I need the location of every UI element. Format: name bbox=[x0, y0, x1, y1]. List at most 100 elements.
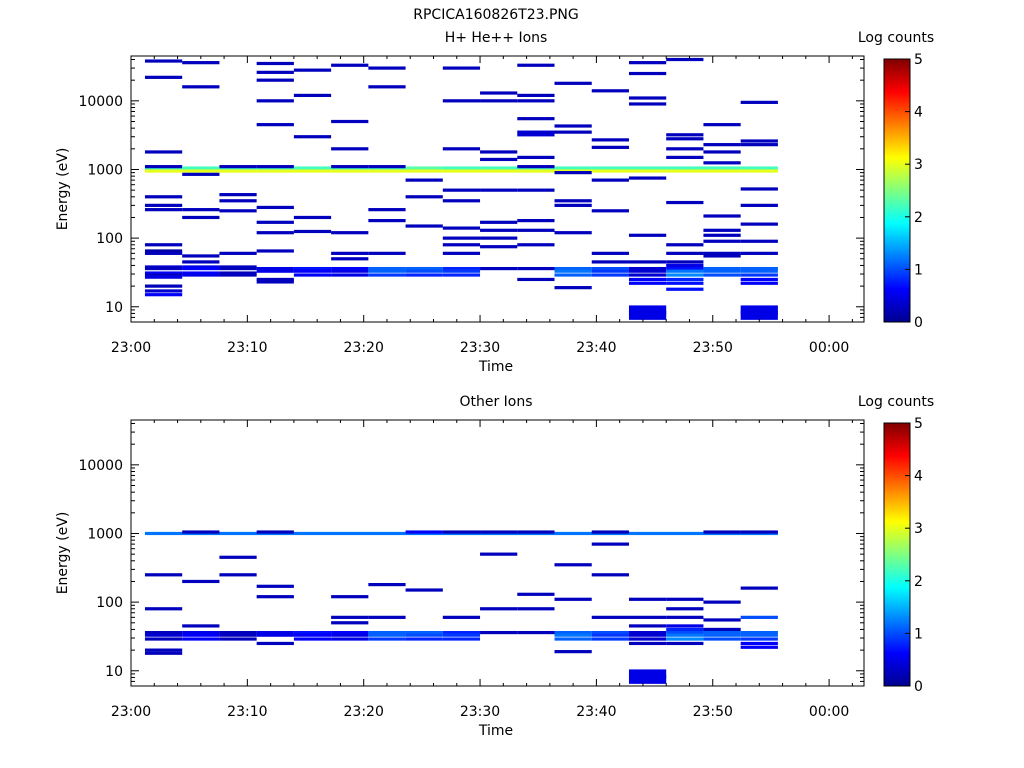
heatmap-cell bbox=[442, 166, 481, 170]
x-tick-label: 23:30 bbox=[460, 704, 500, 720]
heatmap-cell bbox=[331, 165, 369, 169]
heatmap-cell bbox=[703, 143, 741, 147]
x-tick-label: 23:40 bbox=[576, 340, 616, 356]
heatmap-cell bbox=[144, 266, 183, 271]
heatmap-cell bbox=[554, 597, 592, 601]
heatmap-cell bbox=[442, 266, 481, 271]
heatmap-cell bbox=[517, 165, 555, 169]
heatmap-cell bbox=[368, 583, 406, 587]
heatmap-cell bbox=[628, 102, 667, 106]
heatmap-cell bbox=[666, 260, 704, 264]
heatmap-cell bbox=[628, 266, 667, 271]
heatmap-cell bbox=[331, 595, 369, 599]
heatmap-cell bbox=[666, 57, 704, 62]
heatmap-cell bbox=[331, 273, 369, 277]
heatmap-cell bbox=[740, 310, 778, 320]
heatmap-cell bbox=[144, 289, 183, 293]
heatmap-cell bbox=[628, 674, 667, 684]
heatmap-cell bbox=[703, 214, 741, 218]
x-tick-label: 23:10 bbox=[227, 340, 267, 356]
heatmap-cell bbox=[740, 239, 778, 243]
heatmap-cell bbox=[703, 169, 741, 173]
heatmap-cell bbox=[405, 178, 443, 182]
heatmap-cell bbox=[368, 266, 406, 271]
heatmap-cell bbox=[256, 630, 294, 635]
plot-frame bbox=[130, 419, 865, 687]
heatmap-cell bbox=[703, 273, 741, 277]
heatmap-cell bbox=[405, 633, 443, 637]
heatmap-cell bbox=[480, 169, 518, 173]
heatmap-cell bbox=[442, 637, 481, 641]
plot-frame bbox=[130, 55, 865, 323]
heatmap-cell bbox=[144, 265, 183, 269]
heatmap-cell bbox=[591, 273, 629, 277]
heatmap-cell bbox=[182, 260, 220, 264]
heatmap-cell bbox=[628, 260, 667, 264]
heatmap-cell bbox=[703, 233, 741, 237]
heatmap-cell bbox=[331, 169, 369, 173]
heatmap-cell bbox=[144, 633, 183, 637]
heatmap-cell bbox=[591, 573, 629, 577]
heatmap-cell bbox=[144, 150, 183, 154]
heatmap-cell bbox=[219, 637, 257, 641]
heatmap-cell bbox=[442, 147, 481, 151]
heatmap-cell bbox=[703, 123, 741, 127]
heatmap-cell bbox=[256, 277, 294, 282]
heatmap-cell bbox=[219, 193, 257, 197]
x-tick-label: 23:20 bbox=[344, 704, 384, 720]
heatmap-cell bbox=[219, 630, 257, 635]
y-tick-label: 100 bbox=[96, 231, 123, 247]
heatmap-cell bbox=[740, 187, 778, 191]
heatmap-cell bbox=[591, 633, 629, 637]
heatmap-cell bbox=[256, 61, 294, 66]
heatmap-cell bbox=[554, 166, 592, 170]
heatmap-cell bbox=[591, 637, 629, 641]
x-tick-label: 23:20 bbox=[344, 340, 384, 356]
heatmap-cell bbox=[182, 266, 220, 271]
heatmap-cell bbox=[293, 633, 332, 637]
heatmap-cell bbox=[182, 633, 220, 637]
heatmap-cell bbox=[368, 633, 406, 637]
heatmap-cell bbox=[740, 641, 778, 646]
heatmap-cell bbox=[405, 266, 443, 271]
heatmap-cell bbox=[628, 630, 667, 635]
heatmap-cell bbox=[703, 633, 741, 637]
heatmap-cell bbox=[591, 209, 629, 213]
heatmap-cell bbox=[219, 199, 257, 203]
heatmap-cell bbox=[293, 166, 332, 170]
heatmap-cell bbox=[256, 123, 294, 127]
heatmap-cell bbox=[368, 85, 406, 89]
x-tick-label: 23:50 bbox=[693, 704, 733, 720]
heatmap-cell bbox=[480, 245, 518, 249]
x-tick-label: 23:00 bbox=[111, 704, 151, 720]
heatmap-cell bbox=[703, 166, 741, 170]
heatmap-cell bbox=[442, 243, 481, 247]
heatmap-cell bbox=[480, 552, 518, 556]
colorbar-tick-label: 5 bbox=[914, 52, 923, 68]
x-tick-label: 23:50 bbox=[693, 340, 733, 356]
heatmap-cell bbox=[182, 61, 220, 65]
heatmap-cell bbox=[293, 135, 332, 139]
heatmap-cell bbox=[480, 236, 518, 240]
heatmap-cell bbox=[666, 281, 704, 285]
heatmap-cell bbox=[554, 286, 592, 290]
heatmap-cell bbox=[666, 641, 704, 646]
heatmap-cell bbox=[591, 542, 629, 546]
heatmap-cell bbox=[703, 530, 741, 534]
heatmap-cell bbox=[293, 169, 332, 173]
heatmap-cell bbox=[554, 130, 592, 134]
heatmap-cell bbox=[331, 266, 369, 271]
heatmap-cell bbox=[628, 637, 667, 641]
heatmap-cell bbox=[591, 530, 629, 534]
heatmap-cell bbox=[144, 208, 183, 212]
y-tick-label: 10 bbox=[105, 664, 123, 680]
heatmap-cell bbox=[331, 231, 369, 235]
heatmap-cell bbox=[666, 630, 704, 635]
heatmap-cell bbox=[144, 293, 183, 297]
heatmap-cell bbox=[405, 273, 443, 277]
heatmap-cell bbox=[740, 630, 778, 635]
heatmap-cell bbox=[144, 630, 183, 635]
heatmap-cell bbox=[740, 637, 778, 641]
heatmap-cell bbox=[405, 588, 443, 592]
